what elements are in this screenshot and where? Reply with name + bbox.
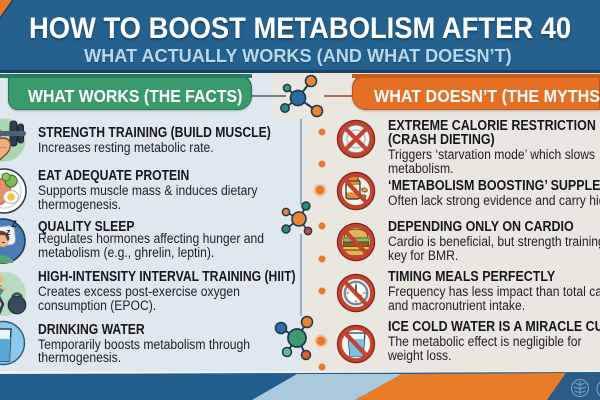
svg-text:z: z (6, 227, 11, 237)
svg-text:z: z (11, 216, 17, 230)
